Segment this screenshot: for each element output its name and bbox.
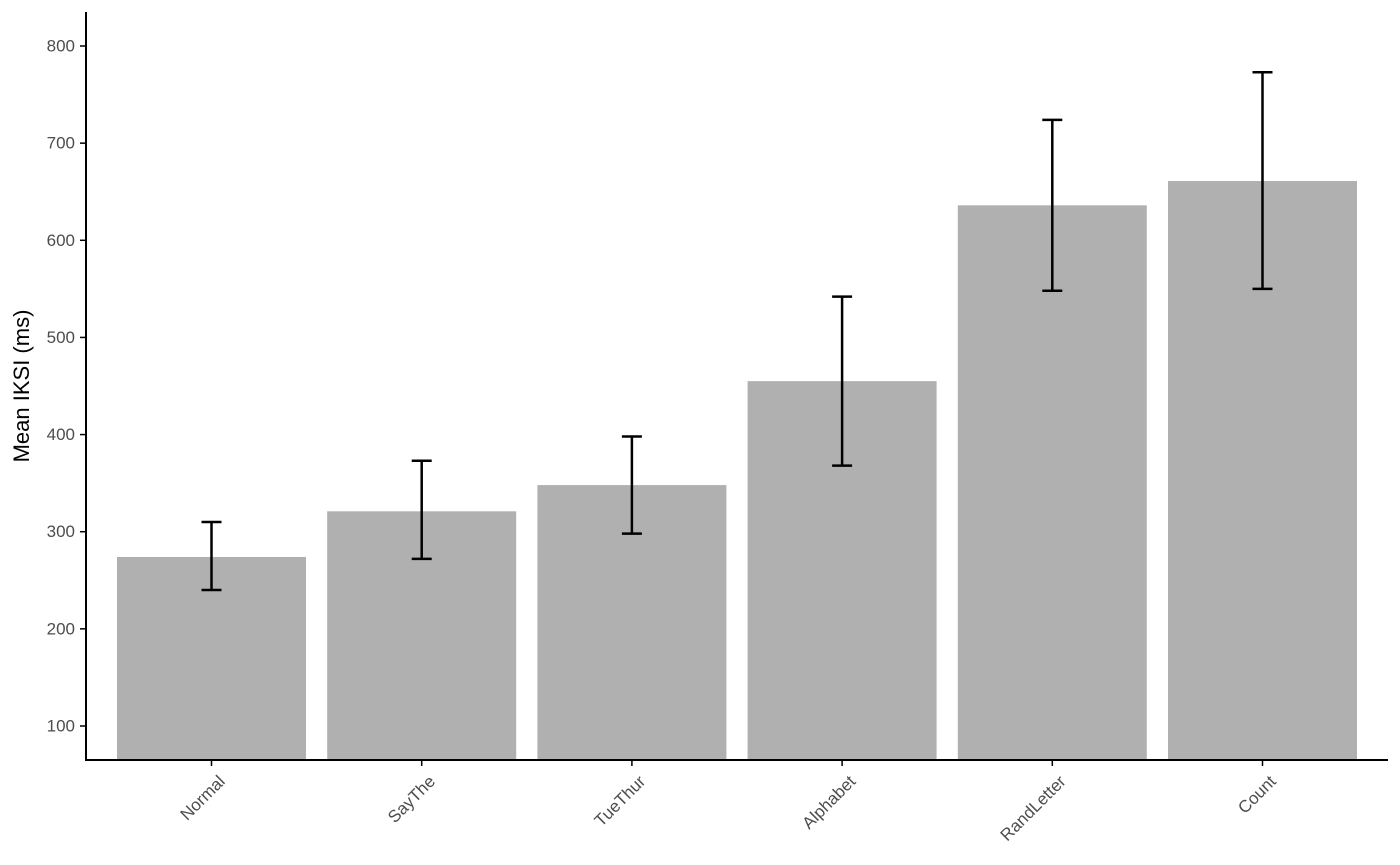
x-tick-label-saythe: SayThe bbox=[384, 772, 439, 827]
error-bars-layer bbox=[201, 70, 1273, 592]
y-tick-label-600: 600 bbox=[47, 231, 75, 250]
bar-randletter bbox=[957, 205, 1147, 761]
x-tick-label-tuethur: TueThur bbox=[591, 772, 650, 831]
y-tick-label-400: 400 bbox=[47, 425, 75, 444]
y-tick-label-200: 200 bbox=[47, 619, 75, 638]
error-bar-tuethur bbox=[621, 435, 642, 535]
axes-layer bbox=[85, 12, 1388, 761]
y-tick-label-800: 800 bbox=[47, 37, 75, 56]
y-axis-title: Mean IKSI (ms) bbox=[9, 310, 34, 463]
error-bar-alphabet bbox=[832, 295, 853, 467]
x-ticks-layer: Normal SayThe TueThur Alphabet RandLetter Cou… bbox=[177, 760, 1280, 845]
error-bar-normal bbox=[201, 520, 222, 592]
y-tick-label-100: 100 bbox=[47, 717, 75, 736]
error-bar-randletter bbox=[1042, 118, 1063, 293]
x-tick-label-count: Count bbox=[1234, 772, 1280, 818]
x-tick-label-normal: Normal bbox=[177, 772, 229, 824]
bars-layer bbox=[117, 181, 1357, 761]
y-ticks-layer: 100 200 300 400 500 600 700 800 bbox=[47, 37, 86, 736]
y-tick-label-500: 500 bbox=[47, 328, 75, 347]
error-bar-saythe bbox=[411, 459, 432, 561]
y-tick-label-300: 300 bbox=[47, 522, 75, 541]
y-tick-label-700: 700 bbox=[47, 134, 75, 153]
x-tick-label-randletter: RandLetter bbox=[997, 772, 1070, 845]
error-bar-count bbox=[1252, 70, 1273, 291]
x-tick-label-alphabet: Alphabet bbox=[799, 772, 860, 833]
